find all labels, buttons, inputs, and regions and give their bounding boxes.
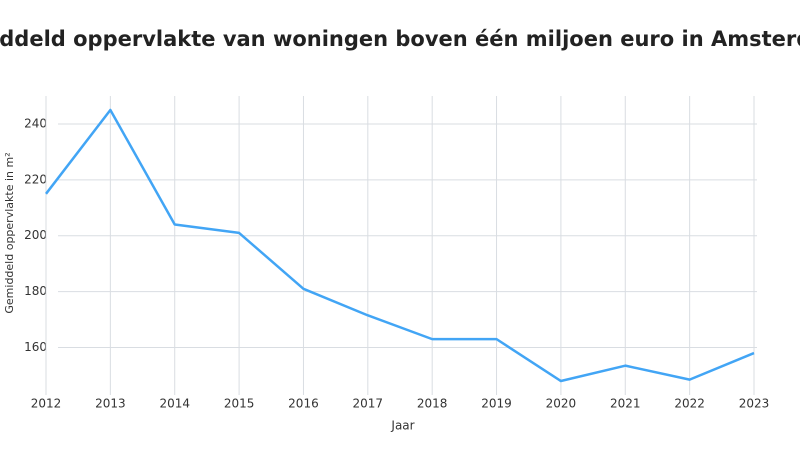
x-tick-label: 2019 bbox=[481, 397, 512, 411]
x-tick-label: 2020 bbox=[546, 397, 577, 411]
y-tick-label: 180 bbox=[24, 284, 47, 298]
x-tick-label: 2017 bbox=[353, 397, 384, 411]
x-tick-label: 2022 bbox=[674, 397, 705, 411]
x-tick-label: 2015 bbox=[224, 397, 255, 411]
x-tick-label: 2014 bbox=[159, 397, 190, 411]
x-tick-label: 2013 bbox=[95, 397, 126, 411]
x-tick-label: 2016 bbox=[288, 397, 319, 411]
y-tick-label: 220 bbox=[24, 172, 47, 186]
x-axis-label: Jaar bbox=[390, 419, 414, 433]
chart-title: Gemiddeld oppervlakte van woningen boven… bbox=[0, 27, 800, 51]
data-line bbox=[45, 108, 755, 383]
x-tick-label: 2023 bbox=[739, 397, 770, 411]
y-tick-label: 160 bbox=[24, 340, 47, 354]
x-tick-label: 2021 bbox=[610, 397, 641, 411]
y-axis-label: Gemiddeld oppervlakte in m² bbox=[3, 152, 16, 313]
y-tick-label: 200 bbox=[24, 228, 47, 242]
x-tick-label: 2018 bbox=[417, 397, 448, 411]
y-tick-label: 240 bbox=[24, 116, 47, 130]
x-tick-label: 2012 bbox=[31, 397, 62, 411]
